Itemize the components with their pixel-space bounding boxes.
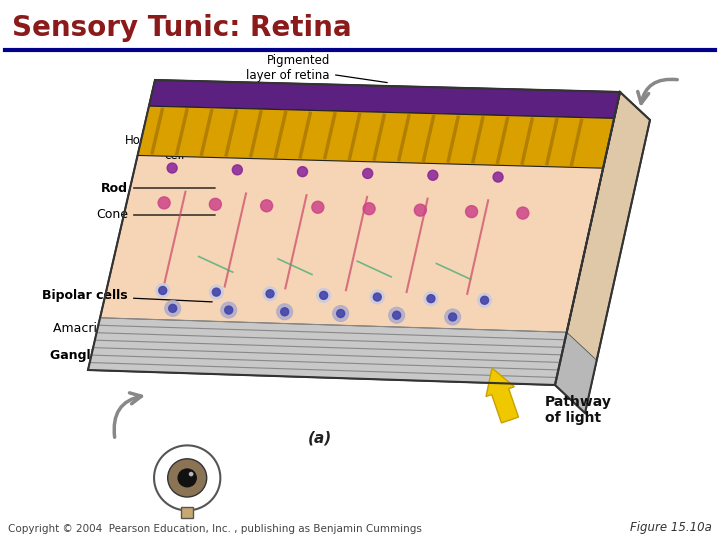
Bar <box>181 507 193 518</box>
Circle shape <box>392 311 400 319</box>
Circle shape <box>225 306 233 314</box>
Text: Bipolar cells: Bipolar cells <box>42 289 212 302</box>
Polygon shape <box>138 106 614 168</box>
Circle shape <box>414 204 426 216</box>
Polygon shape <box>88 318 567 385</box>
Circle shape <box>493 172 503 182</box>
Circle shape <box>221 302 237 318</box>
Circle shape <box>168 459 207 497</box>
Circle shape <box>373 293 382 301</box>
Circle shape <box>389 307 405 323</box>
Circle shape <box>370 290 384 304</box>
Text: Pigmented
layer of retina: Pigmented layer of retina <box>246 54 387 83</box>
Circle shape <box>165 300 181 316</box>
Circle shape <box>156 284 170 298</box>
Polygon shape <box>88 80 620 385</box>
Text: Rod: Rod <box>101 181 215 194</box>
Circle shape <box>445 309 461 325</box>
Text: Cone: Cone <box>96 208 215 221</box>
Circle shape <box>158 197 170 209</box>
Circle shape <box>312 201 324 213</box>
Text: Figure 15.10a: Figure 15.10a <box>630 521 712 534</box>
Circle shape <box>189 472 194 476</box>
Circle shape <box>337 309 345 318</box>
Circle shape <box>297 167 307 177</box>
FancyArrow shape <box>486 368 518 423</box>
Text: Ganglion cells: Ganglion cells <box>50 348 237 361</box>
Text: Horizontal
cell: Horizontal cell <box>125 134 270 162</box>
Circle shape <box>517 207 528 219</box>
Circle shape <box>480 296 489 304</box>
Polygon shape <box>149 80 620 118</box>
Circle shape <box>281 308 289 316</box>
Text: Pathway
of light: Pathway of light <box>545 395 612 425</box>
Circle shape <box>449 313 456 321</box>
Circle shape <box>263 287 277 301</box>
Text: Sensory Tunic: Retina: Sensory Tunic: Retina <box>12 14 351 42</box>
Circle shape <box>317 288 330 302</box>
Circle shape <box>276 304 293 320</box>
Circle shape <box>320 292 328 299</box>
Circle shape <box>233 165 243 175</box>
Circle shape <box>363 168 373 178</box>
Circle shape <box>266 290 274 298</box>
Circle shape <box>363 202 375 215</box>
Polygon shape <box>555 332 597 413</box>
Circle shape <box>424 292 438 306</box>
Circle shape <box>168 305 176 312</box>
Circle shape <box>167 163 177 173</box>
Polygon shape <box>154 446 220 510</box>
Text: (a): (a) <box>308 430 332 445</box>
Circle shape <box>427 295 435 302</box>
Circle shape <box>466 206 477 218</box>
Circle shape <box>210 198 221 210</box>
Circle shape <box>428 170 438 180</box>
Circle shape <box>261 200 273 212</box>
Circle shape <box>333 306 348 321</box>
Circle shape <box>212 288 220 296</box>
Circle shape <box>177 468 197 488</box>
Circle shape <box>158 287 167 294</box>
Text: Amacrine cell: Amacrine cell <box>53 321 219 334</box>
Polygon shape <box>555 92 650 413</box>
Text: Copyright © 2004  Pearson Education, Inc. , publishing as Benjamin Cummings: Copyright © 2004 Pearson Education, Inc.… <box>8 524 422 534</box>
Circle shape <box>477 293 492 307</box>
Circle shape <box>210 285 223 299</box>
